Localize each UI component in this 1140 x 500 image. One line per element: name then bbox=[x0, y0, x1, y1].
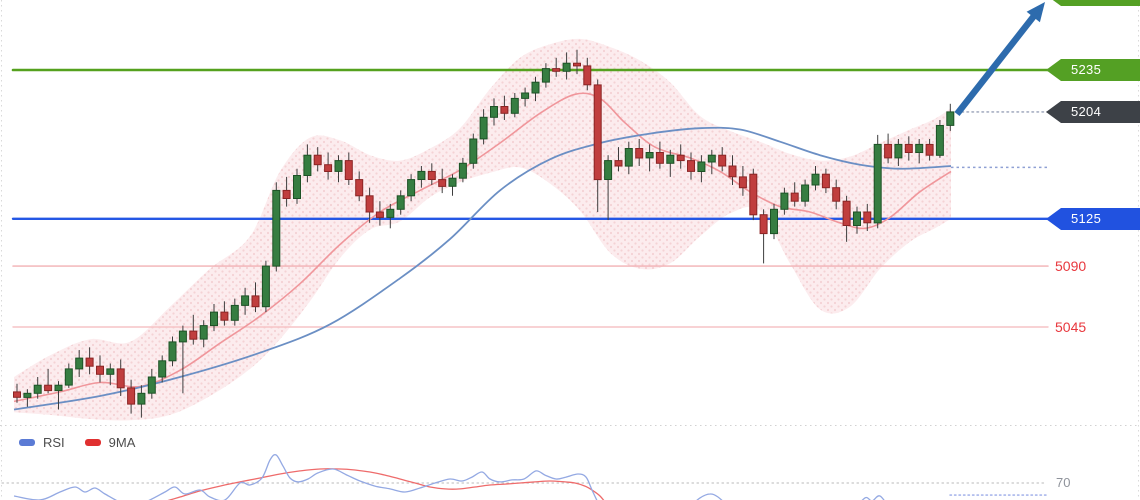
rsi-series-9ma bbox=[167, 468, 605, 500]
candles bbox=[13, 49, 955, 418]
rsi-series-rsi bbox=[696, 493, 723, 500]
target-price-badge-cutoff bbox=[1046, 0, 1140, 6]
rsi-legend-swatch-9ma bbox=[84, 438, 101, 446]
rsi-panel bbox=[1, 454, 1047, 500]
price-badge-5235: 5235 bbox=[1046, 59, 1140, 81]
price-label-5045: 5045 bbox=[1055, 318, 1086, 336]
rsi-series-rsi bbox=[13, 454, 598, 500]
rsi-level-70-label: 70 bbox=[1056, 475, 1071, 490]
price-badge-5125-label: 5125 bbox=[1071, 211, 1102, 226]
rsi-legend: RSI 9MA bbox=[19, 434, 155, 450]
rsi-legend-swatch-rsi bbox=[19, 438, 35, 446]
rsi-legend-label-rsi: RSI bbox=[43, 434, 65, 450]
price-badge-5204-label: 5204 bbox=[1071, 104, 1102, 119]
ma-mid-line bbox=[13, 92, 952, 403]
rsi-legend-label-9ma: 9MA bbox=[108, 434, 136, 450]
rsi-series-rsi bbox=[861, 495, 885, 500]
price-label-5090-text: 5090 bbox=[1055, 258, 1087, 274]
price-badge-5125: 5125 bbox=[1046, 208, 1140, 230]
price-badge-5235-label: 5235 bbox=[1071, 62, 1102, 77]
ma-slow-line bbox=[13, 126, 952, 411]
breakout-arrow bbox=[954, 2, 1045, 117]
volatility-envelope bbox=[14, 38, 951, 421]
price-label-5090: 5090 bbox=[1055, 257, 1086, 275]
price-label-5045-text: 5045 bbox=[1055, 319, 1087, 335]
price-badge-5204: 5204 bbox=[1046, 101, 1140, 123]
